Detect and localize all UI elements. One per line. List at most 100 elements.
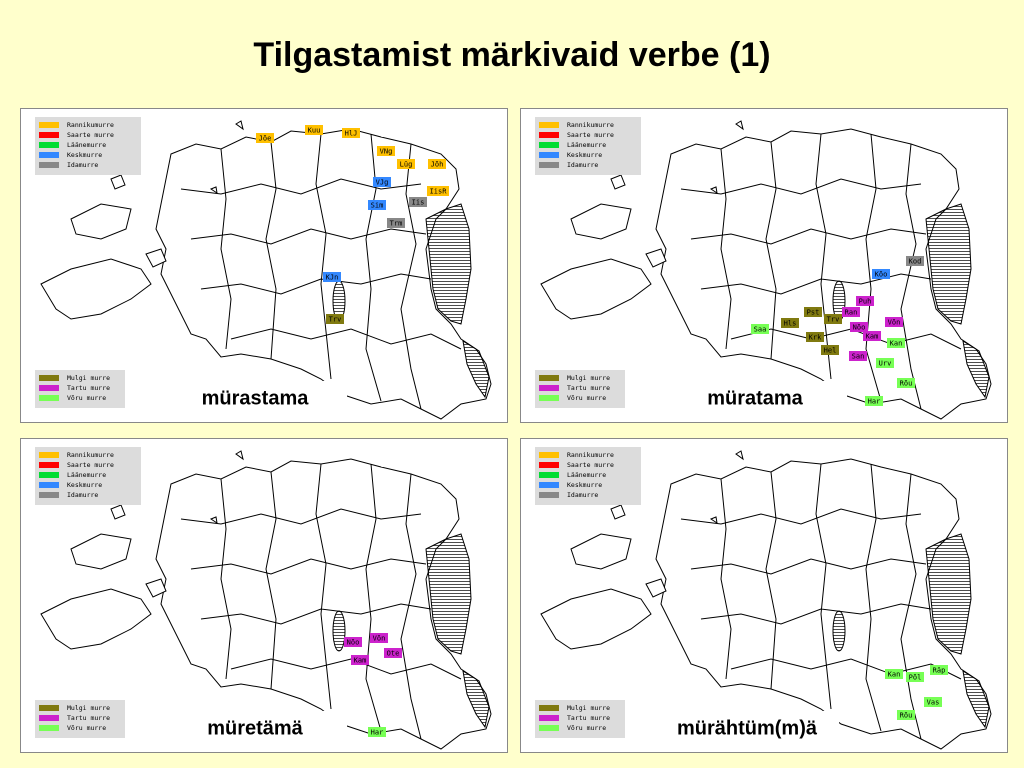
parish-label: Võn — [373, 635, 386, 643]
legend-label: Võru murre — [67, 394, 106, 402]
legend-swatch — [539, 152, 559, 158]
parish-label: Vas — [927, 699, 940, 707]
parish-label: Har — [371, 729, 384, 737]
legend-swatch — [39, 132, 59, 138]
parish-marker — [342, 128, 360, 138]
parish-marker — [863, 331, 881, 341]
parish-label: Iis — [412, 199, 425, 207]
legend-swatch — [539, 492, 559, 498]
legend-swatch — [539, 375, 559, 381]
legend-label: Saarte murre — [567, 131, 614, 139]
word-box — [163, 381, 347, 415]
legend-label: Rannikumurre — [567, 121, 614, 129]
parish-label: Jõe — [259, 135, 272, 143]
parish-marker — [428, 159, 446, 169]
legend-swatch — [539, 162, 559, 168]
parish-marker — [856, 296, 874, 306]
legend-label: Keskmurre — [567, 481, 602, 489]
legend-label: Idamurre — [67, 161, 98, 169]
parish-label: Kan — [890, 340, 903, 348]
map-panel: Rannikumurre Saarte murre Läänemurre Keskmu… — [520, 438, 1008, 753]
map-word: müretämä — [207, 717, 303, 739]
parish-label: Pst — [807, 309, 820, 317]
parish-marker — [373, 177, 391, 187]
legend-label: Võru murre — [567, 394, 606, 402]
legend-label: Keskmurre — [567, 151, 602, 159]
parish-marker — [924, 697, 942, 707]
parish-marker — [305, 125, 323, 135]
parish-marker — [751, 324, 769, 334]
parish-label: Sim — [371, 202, 384, 210]
parish-marker — [804, 307, 822, 317]
parish-label: Lüg — [400, 161, 413, 169]
parish-marker — [409, 197, 427, 207]
parish-label: HlJ — [345, 130, 358, 138]
parish-label: Kam — [354, 657, 367, 665]
parish-label: Hel — [824, 347, 837, 355]
legend-swatch — [539, 705, 559, 711]
parish-label: Trv — [329, 316, 342, 324]
parish-marker — [397, 159, 415, 169]
parish-marker — [326, 314, 344, 324]
legend-label: Läänemurre — [567, 141, 606, 149]
parish-label: Saa — [754, 326, 767, 334]
word-box — [655, 711, 839, 745]
word-box — [163, 711, 347, 745]
parish-marker — [849, 351, 867, 361]
parish-marker — [323, 272, 341, 282]
parish-label: Hls — [784, 320, 797, 328]
parish-marker — [781, 318, 799, 328]
legend-label: Saarte murre — [67, 461, 114, 469]
parish-label: Trm — [390, 220, 403, 228]
legend-label: Mulgi murre — [567, 374, 610, 382]
legend-label: Tartu murre — [567, 714, 610, 722]
legend-label: Võru murre — [67, 724, 106, 732]
parish-label: Põl — [909, 674, 922, 682]
parish-label: VNg — [380, 148, 393, 156]
parish-label: Rõu — [900, 380, 913, 388]
legend-swatch — [39, 462, 59, 468]
map-word: mürähtüm(m)ä — [677, 717, 818, 739]
legend-swatch — [539, 385, 559, 391]
legend-label: Läänemurre — [567, 471, 606, 479]
parish-label: Jõh — [431, 161, 444, 169]
legend-label: Tartu murre — [567, 384, 610, 392]
parish-label: Trv — [827, 316, 840, 324]
parish-marker — [368, 727, 386, 737]
legend-swatch — [539, 132, 559, 138]
parish-marker — [368, 200, 386, 210]
legend-label: Võru murre — [567, 724, 606, 732]
legend-swatch — [539, 122, 559, 128]
legend-label: Mulgi murre — [567, 704, 610, 712]
map-panel: Rannikumurre Saarte murre Läänemurre Keskmu… — [520, 108, 1008, 423]
parish-label: Har — [868, 398, 881, 406]
parish-marker — [876, 358, 894, 368]
parish-label: Ote — [387, 650, 400, 658]
parish-marker — [370, 633, 388, 643]
parish-label: Kõo — [875, 271, 888, 279]
parish-label: KJn — [326, 274, 339, 282]
parish-marker — [256, 133, 274, 143]
parish-marker — [351, 655, 369, 665]
legend-swatch — [539, 462, 559, 468]
map-word: mürastama — [202, 387, 310, 409]
legend-label: Tartu murre — [67, 714, 110, 722]
legend-swatch — [39, 375, 59, 381]
legend-swatch — [39, 122, 59, 128]
legend-label: Rannikumurre — [567, 451, 614, 459]
legend-swatch — [39, 395, 59, 401]
parish-label: Kuu — [308, 127, 321, 135]
legend-swatch — [39, 482, 59, 488]
map-panel: Rannikumurre Saarte murre Läänemurre Keskmu… — [20, 108, 508, 423]
legend-label: Mulgi murre — [67, 374, 110, 382]
parish-label: Ran — [845, 309, 858, 317]
legend-swatch — [539, 725, 559, 731]
legend-label: Saarte murre — [567, 461, 614, 469]
parish-marker — [824, 314, 842, 324]
legend-swatch — [539, 715, 559, 721]
parish-label: Krk — [809, 334, 822, 342]
parish-marker — [885, 317, 903, 327]
legend-label: Idamurre — [567, 161, 598, 169]
legend-swatch — [539, 452, 559, 458]
legend-swatch — [39, 142, 59, 148]
